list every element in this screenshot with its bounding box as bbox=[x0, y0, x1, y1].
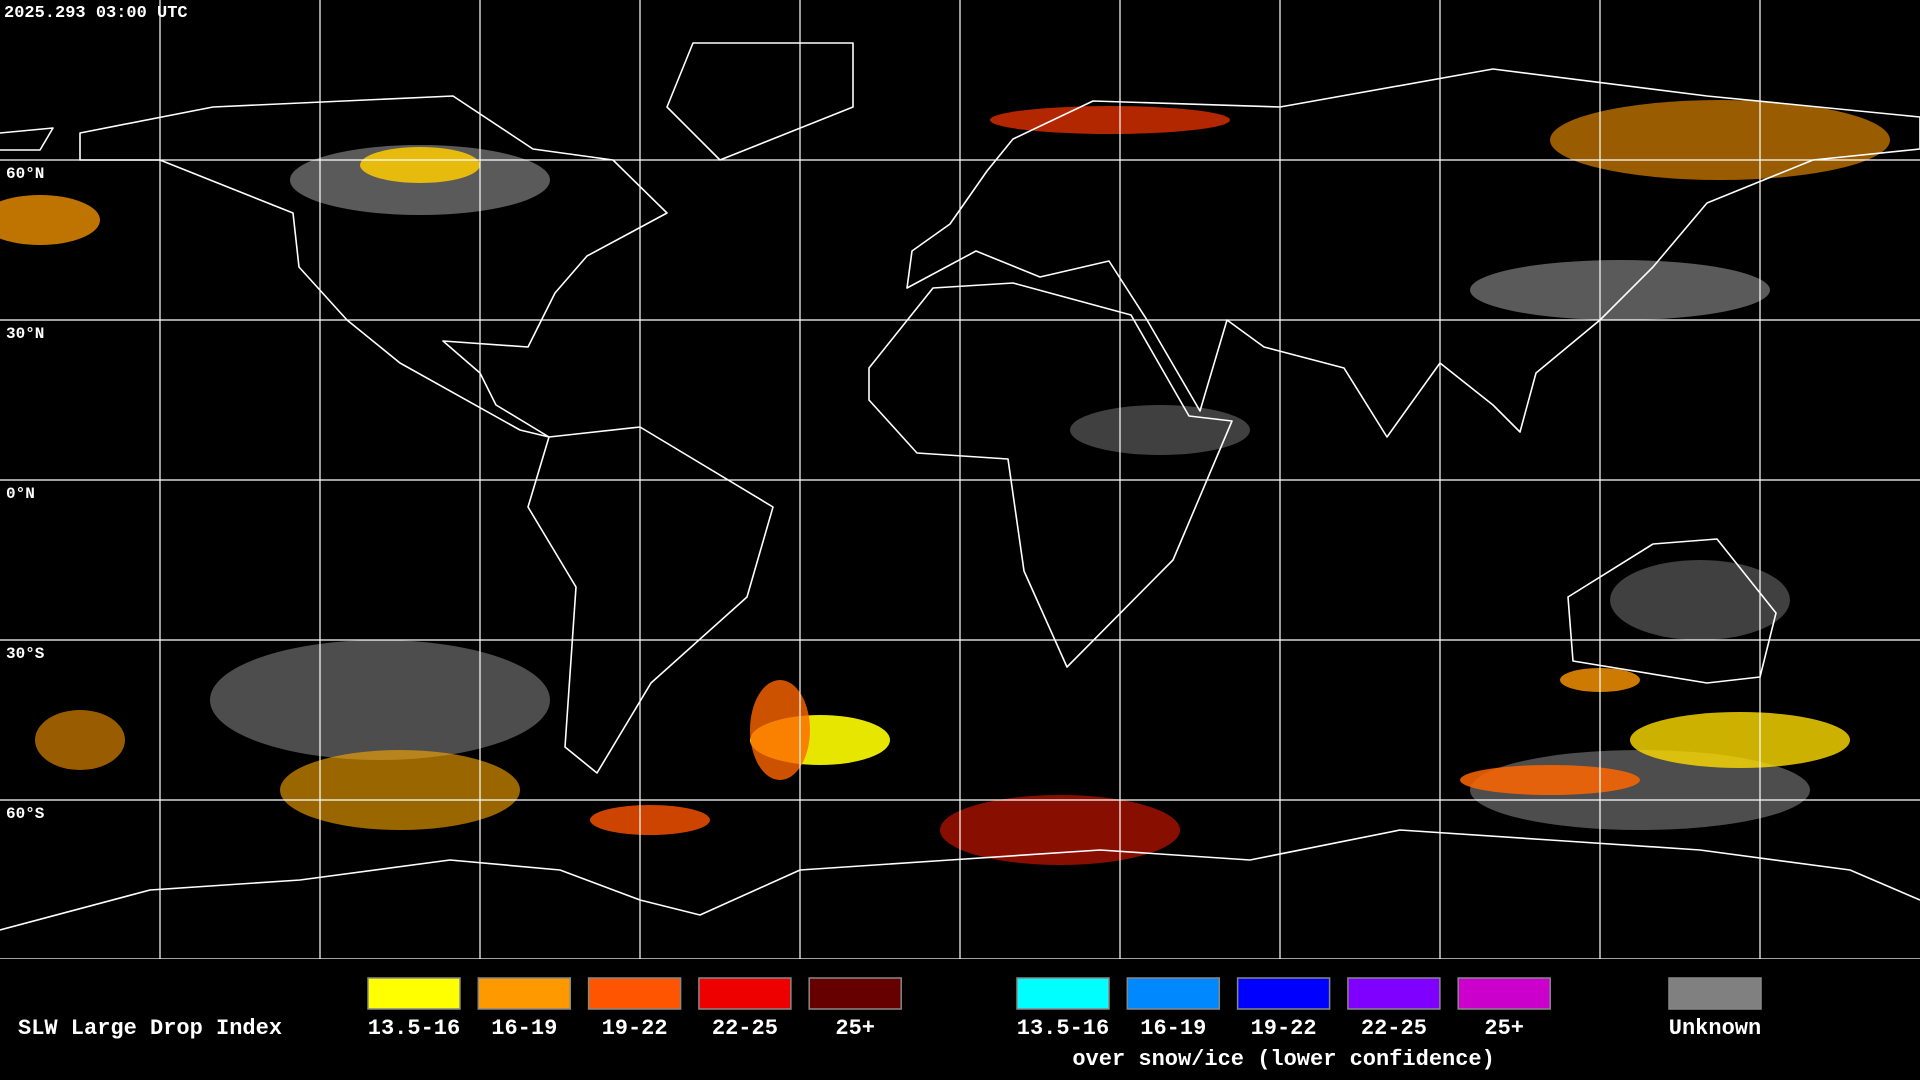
latitude-label: 60°S bbox=[6, 805, 45, 823]
cloud-patch bbox=[1630, 712, 1850, 768]
legend-label: Unknown bbox=[1669, 1016, 1761, 1041]
cloud-patch bbox=[590, 805, 710, 835]
cloud-patch bbox=[1460, 765, 1640, 795]
legend-caption: over snow/ice (lower confidence) bbox=[1072, 1047, 1494, 1072]
legend-swatch bbox=[1016, 977, 1110, 1010]
legend-swatch bbox=[808, 977, 902, 1010]
legend-swatch bbox=[587, 977, 682, 1010]
legend-label: 13.5-16 bbox=[368, 1016, 460, 1041]
chukotka bbox=[0, 127, 54, 151]
cloud-patch bbox=[940, 795, 1180, 865]
legend-swatch bbox=[1347, 977, 1441, 1010]
legend-label: 16-19 bbox=[1140, 1016, 1206, 1041]
legend-label: 22-25 bbox=[712, 1016, 778, 1041]
legend-swatch bbox=[477, 977, 572, 1010]
legend-swatch bbox=[367, 977, 461, 1010]
africa bbox=[868, 282, 1233, 668]
legend-label: 25+ bbox=[1484, 1016, 1524, 1041]
latitude-label: 0°N bbox=[6, 485, 35, 503]
south-america bbox=[527, 426, 774, 774]
cloud-patch bbox=[280, 750, 520, 830]
antarctica bbox=[0, 829, 1920, 931]
cloud-patch bbox=[35, 710, 125, 770]
timestamp: 2025.293 03:00 UTC bbox=[4, 4, 188, 23]
latitude-label: 60°N bbox=[6, 165, 44, 183]
legend-swatch bbox=[1457, 977, 1551, 1010]
legend: SLW Large Drop Index 13.5-16 16-19 19-22 22-… bbox=[18, 977, 1762, 1072]
legend-label: 22-25 bbox=[1361, 1016, 1427, 1041]
legend-label: 19-22 bbox=[1251, 1016, 1317, 1041]
legend-label: 19-22 bbox=[602, 1016, 668, 1041]
legend-label: 13.5-16 bbox=[1017, 1016, 1109, 1041]
legend-swatch bbox=[1236, 977, 1331, 1010]
cloud-patch bbox=[1070, 405, 1250, 455]
legend-label: 25+ bbox=[835, 1016, 875, 1041]
cloud-patch bbox=[360, 147, 480, 183]
latitude-label: 30°N bbox=[6, 325, 44, 343]
greenland bbox=[666, 42, 854, 161]
legend-label: 16-19 bbox=[491, 1016, 557, 1041]
latitude-labels: 60°N 30°N 0°N 30°S 60°S bbox=[6, 165, 45, 823]
cloud-patch bbox=[750, 680, 810, 780]
cloud-patch bbox=[210, 640, 550, 760]
cloud-patch bbox=[0, 195, 100, 245]
legend-swatch bbox=[1126, 977, 1221, 1010]
cloud-patch bbox=[1470, 260, 1770, 320]
cloud-patch bbox=[990, 106, 1230, 134]
australia bbox=[1567, 538, 1777, 684]
legend-swatch bbox=[1668, 977, 1762, 1010]
latitude-label: 30°S bbox=[6, 645, 45, 663]
cloud-patch bbox=[1610, 560, 1790, 640]
legend-swatch bbox=[698, 977, 792, 1010]
legend-panel bbox=[0, 959, 1920, 1080]
cloud-patch bbox=[1550, 100, 1890, 180]
legend-title: SLW Large Drop Index bbox=[18, 1016, 282, 1041]
